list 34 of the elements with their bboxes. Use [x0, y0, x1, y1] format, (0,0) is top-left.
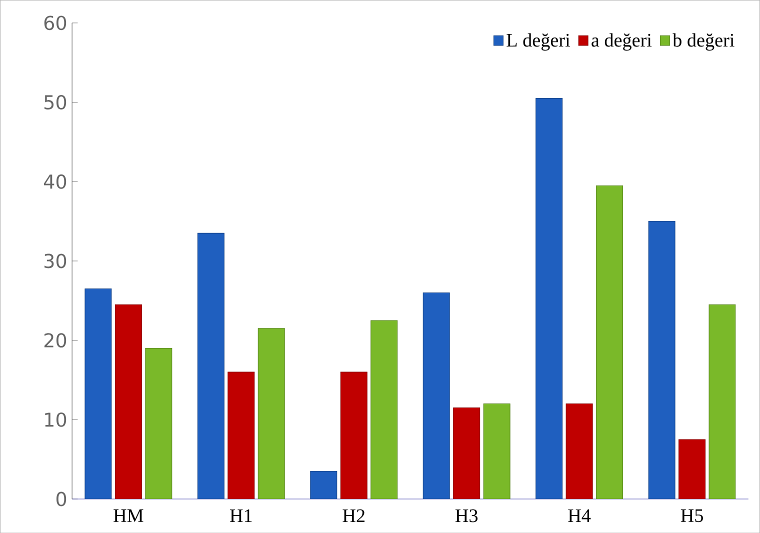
bar	[370, 320, 398, 499]
bar	[310, 470, 338, 499]
x-tick-label: H1	[230, 509, 252, 522]
bar	[197, 232, 224, 499]
y-tick-label: 10	[45, 412, 66, 427]
bar	[678, 439, 706, 499]
bar	[453, 407, 480, 499]
x-tick-label: H4	[568, 509, 591, 522]
legend-label: b değeri	[672, 33, 734, 51]
bar	[483, 403, 510, 499]
bar	[566, 403, 593, 499]
bar	[648, 220, 676, 499]
bar	[145, 348, 172, 499]
y-tick-label: 0	[56, 492, 66, 506]
x-tick-label: H3	[455, 509, 478, 522]
bar	[708, 304, 736, 499]
x-tick-label: H2	[342, 509, 364, 522]
y-tick-label: 60	[44, 16, 66, 30]
bar	[596, 185, 624, 499]
legend-label: L değeri	[506, 33, 570, 51]
bar	[258, 328, 285, 499]
legend-label: a değeri	[592, 33, 652, 51]
bar	[340, 372, 368, 499]
y-tick-label: 50	[44, 94, 66, 110]
bar	[84, 288, 112, 499]
bar	[228, 372, 255, 499]
y-tick-label: 30	[44, 254, 66, 268]
x-tick-label: H5	[680, 509, 703, 522]
bar	[114, 304, 142, 499]
bar	[536, 98, 563, 499]
y-tick-label: 20	[44, 332, 66, 348]
y-tick-label: 40	[44, 174, 66, 189]
bar	[422, 292, 450, 499]
x-tick-label: HM	[114, 509, 144, 522]
